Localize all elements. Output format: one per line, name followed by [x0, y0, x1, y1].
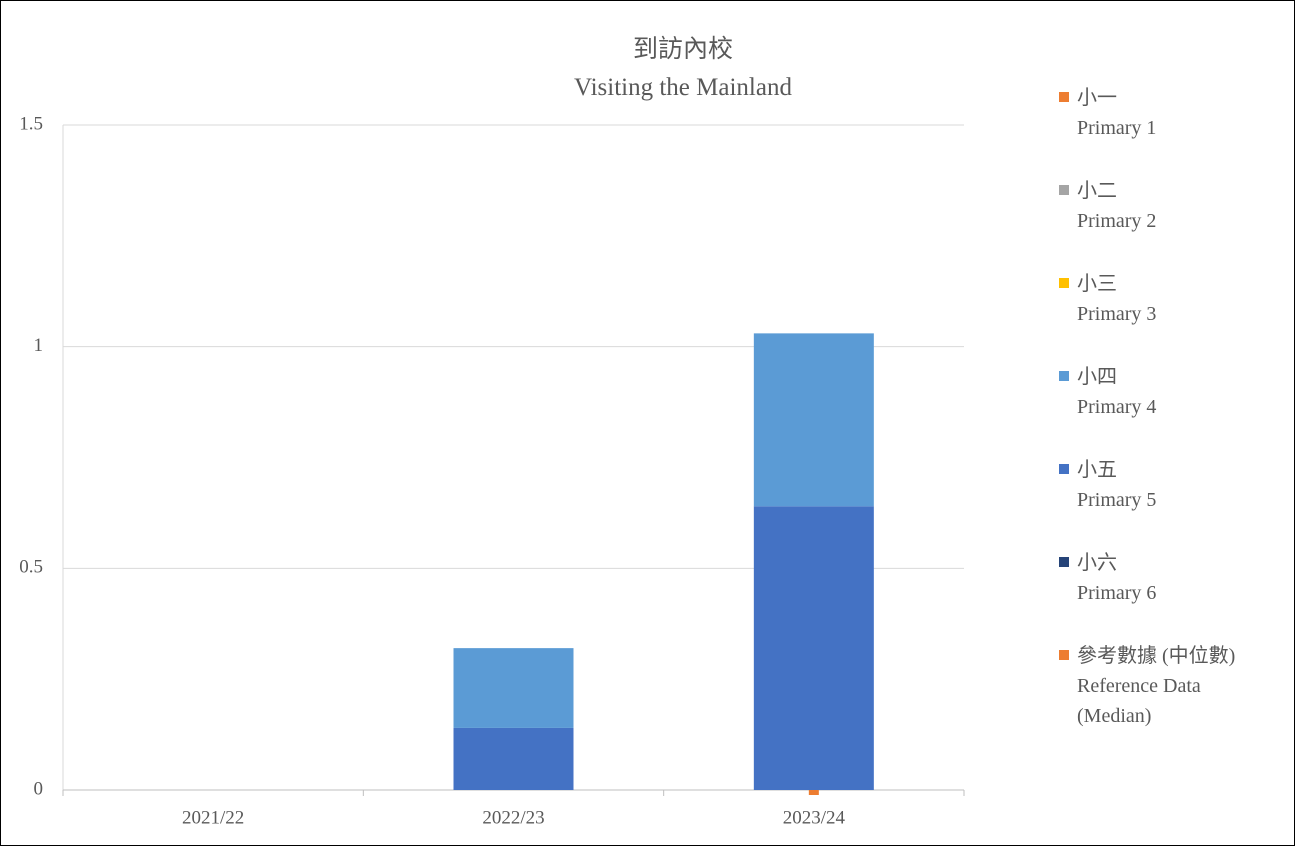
legend-item: 小三 Primary 3: [1059, 269, 1235, 362]
legend-swatch: [1059, 92, 1069, 102]
y-tick-label: 1.5: [19, 113, 43, 134]
y-tick-label: 0.5: [19, 557, 43, 578]
legend-swatch: [1059, 278, 1069, 288]
x-tick-label: 2022/23: [482, 807, 544, 828]
legend-swatch: [1059, 650, 1069, 660]
legend-swatch: [1059, 185, 1069, 195]
legend-swatch: [1059, 371, 1069, 381]
x-tick-label: 2021/22: [182, 807, 244, 828]
y-tick-label: 0: [34, 778, 44, 799]
chart-title: 到訪內校 Visiting the Mainland: [574, 36, 792, 101]
bar: [753, 333, 874, 507]
legend-item: 小四 Primary 4: [1059, 362, 1235, 455]
y-tick-label: 1: [34, 335, 44, 356]
bar: [753, 506, 874, 790]
legend-swatch: [1059, 464, 1069, 474]
legend-item: 參考數據 (中位數) Reference Data (Median): [1059, 641, 1235, 734]
legend-item: 小六 Primary 6: [1059, 548, 1235, 641]
legend-label: 小六 Primary 6: [1077, 552, 1157, 604]
legend-item: 小五 Primary 5: [1059, 455, 1235, 548]
legend-label: 小二 Primary 2: [1077, 180, 1157, 232]
legend-swatch: [1059, 557, 1069, 567]
bar: [453, 727, 574, 790]
legend-item: 小一 Primary 1: [1059, 83, 1235, 176]
legend-label: 小五 Primary 5: [1077, 459, 1157, 511]
legend: 小一 Primary 1 小二 Primary 2 小三 Primary 3 小四 P…: [1059, 83, 1235, 734]
legend-label: 小三 Primary 3: [1077, 273, 1157, 325]
bar: [453, 648, 574, 728]
legend-label: 小一 Primary 1: [1077, 87, 1157, 139]
legend-label: 小四 Primary 4: [1077, 366, 1157, 418]
legend-label: 參考數據 (中位數) Reference Data (Median): [1077, 645, 1236, 727]
x-tick-label: 2023/24: [783, 807, 846, 828]
legend-item: 小二 Primary 2: [1059, 176, 1235, 269]
